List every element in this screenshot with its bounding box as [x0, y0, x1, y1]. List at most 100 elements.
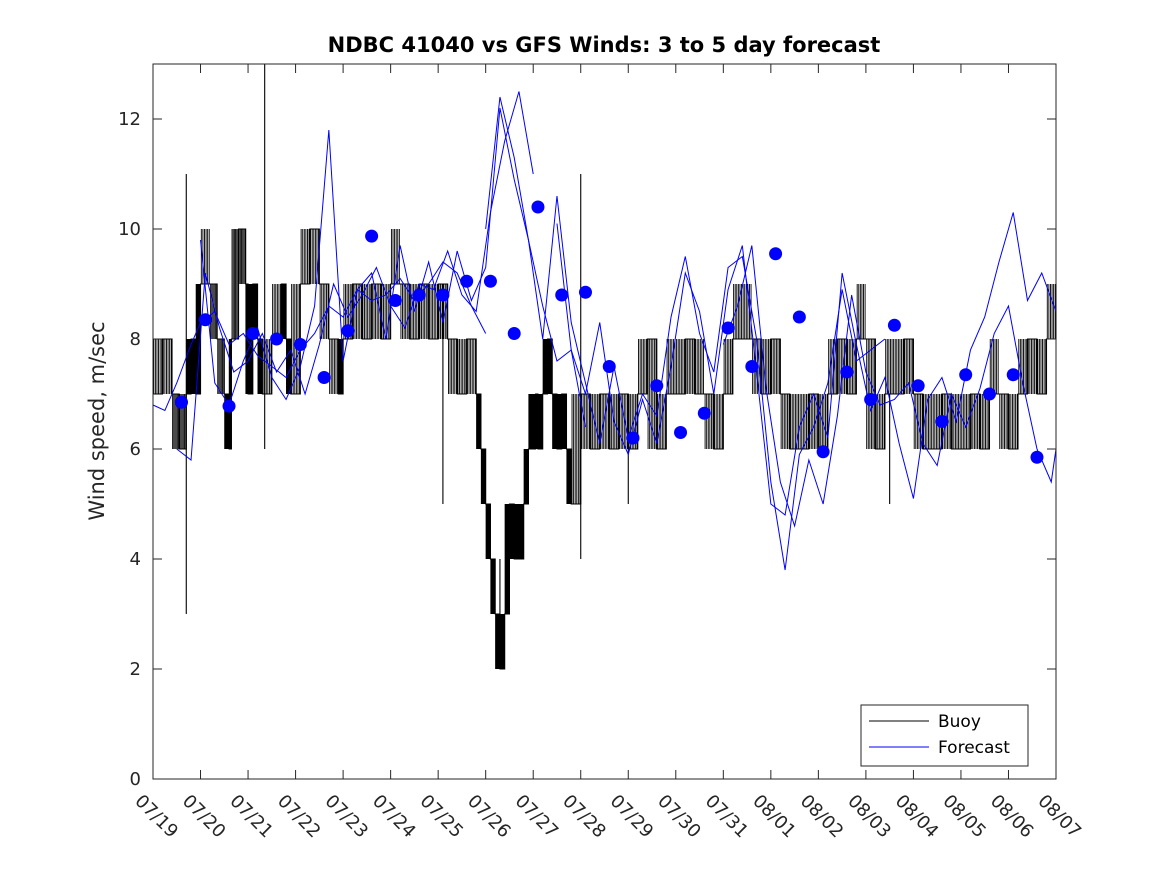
buoy-oscillation: [780, 394, 790, 449]
forecast-point: [911, 379, 925, 393]
legend: Buoy Forecast: [860, 704, 1029, 767]
buoy-oscillation: [1008, 394, 1018, 449]
forecast-point: [721, 321, 735, 335]
buoy-oscillation: [723, 339, 733, 394]
y-tick-label: 12: [118, 109, 141, 130]
y-tick-label: 10: [118, 219, 141, 240]
buoy-oscillation: [809, 394, 819, 449]
forecast-point: [388, 294, 402, 307]
y-axis-label: Wind speed, m/sec: [85, 321, 109, 520]
y-tick-label: 8: [130, 329, 141, 350]
buoy-oscillation: [904, 339, 914, 394]
buoy-oscillation: [329, 339, 339, 394]
forecast-point: [650, 379, 664, 393]
buoy-oscillation: [238, 229, 246, 284]
buoy-oscillation: [1027, 339, 1037, 394]
buoy-oscillation: [495, 614, 500, 669]
y-tick-label: 0: [130, 769, 141, 790]
buoy-oscillation: [518, 504, 524, 559]
buoy-oscillation: [390, 229, 400, 284]
forecast-point: [745, 360, 759, 373]
forecast-point: [270, 332, 284, 346]
forecast-point: [222, 399, 236, 413]
forecast-point: [887, 318, 901, 332]
buoy-oscillation: [638, 339, 647, 394]
buoy-oscillation: [609, 394, 619, 449]
buoy-oscillation: [561, 394, 567, 449]
forecast-point: [555, 288, 569, 302]
forecast-point: [578, 285, 592, 299]
buoy-oscillation: [217, 339, 225, 394]
buoy-oscillation: [467, 339, 476, 394]
forecast-point: [602, 360, 616, 373]
y-tick-label: 2: [130, 659, 141, 680]
buoy-oscillation: [556, 394, 562, 449]
plot-area: [153, 64, 1056, 779]
plot-content: [152, 64, 1057, 670]
buoy-oscillation: [528, 394, 534, 449]
buoy-oscillation: [499, 614, 505, 669]
forecast-point: [365, 229, 379, 243]
y-axis: 0 2 4 6 8 10 12: [118, 109, 1056, 790]
forecast-point: [1006, 368, 1020, 382]
buoy-oscillation: [1018, 339, 1028, 394]
forecast-line: [176, 91, 534, 461]
y-tick-label: 4: [130, 549, 141, 570]
buoy-oscillation: [428, 284, 438, 339]
chart-title: NDBC 41040 vs GFS Winds: 3 to 5 day fore…: [328, 33, 881, 57]
buoy-oscillation: [490, 559, 496, 614]
buoy-oscillation: [619, 394, 628, 449]
forecast-point: [769, 247, 783, 261]
buoy-oscillation: [566, 449, 572, 504]
buoy-oscillation: [980, 394, 990, 449]
buoy-oscillation: [676, 339, 685, 394]
buoy-oscillation: [448, 339, 457, 394]
legend-box: [860, 704, 1029, 767]
forecast-point: [436, 288, 450, 302]
buoy-oscillation: [999, 394, 1009, 449]
buoy-oscillation: [1046, 284, 1056, 339]
forecast-point: [674, 426, 688, 439]
forecast-point: [317, 371, 331, 384]
forecast-point: [792, 310, 806, 324]
buoy-oscillation: [647, 339, 657, 449]
forecast-point: [1030, 450, 1044, 464]
forecast-point: [507, 327, 521, 340]
forecast-point: [697, 406, 711, 420]
buoy-oscillation: [970, 394, 980, 449]
buoy-oscillation: [195, 284, 201, 394]
buoy-oscillation: [894, 339, 904, 394]
buoy-oscillation: [153, 339, 163, 394]
buoy-oscillation: [504, 504, 510, 614]
buoy-oscillation: [338, 339, 344, 394]
forecast-point: [626, 431, 640, 445]
buoy-oscillation: [231, 229, 239, 339]
forecast-point: [483, 274, 497, 288]
buoy-oscillation: [552, 394, 558, 449]
buoy-oscillation: [480, 449, 486, 504]
buoy-oscillation: [790, 394, 800, 449]
buoy-oscillation: [1037, 339, 1047, 394]
forecast-point: [198, 313, 212, 327]
buoy-oscillation: [179, 394, 187, 449]
forecast-point: [412, 288, 426, 302]
buoy-oscillation: [695, 339, 704, 394]
buoy-oscillation: [310, 229, 319, 284]
buoy-oscillation: [419, 284, 429, 339]
buoy-oscillation: [162, 339, 172, 394]
forecast-point: [460, 274, 474, 288]
forecast-point: [959, 368, 973, 382]
buoy-oscillation: [714, 394, 723, 449]
buoy-oscillation: [542, 339, 548, 394]
buoy-oscillation: [457, 339, 467, 394]
buoy-oscillation: [685, 339, 695, 394]
forecast-line: [722, 245, 1057, 528]
buoy-oscillation: [476, 394, 481, 449]
buoy-oscillation: [951, 394, 961, 449]
forecast-point: [175, 395, 189, 409]
buoy-oscillation: [371, 284, 381, 339]
forecast-point: [840, 365, 854, 379]
verification-points-layer: [175, 200, 1044, 464]
forecast-point: [816, 445, 830, 459]
